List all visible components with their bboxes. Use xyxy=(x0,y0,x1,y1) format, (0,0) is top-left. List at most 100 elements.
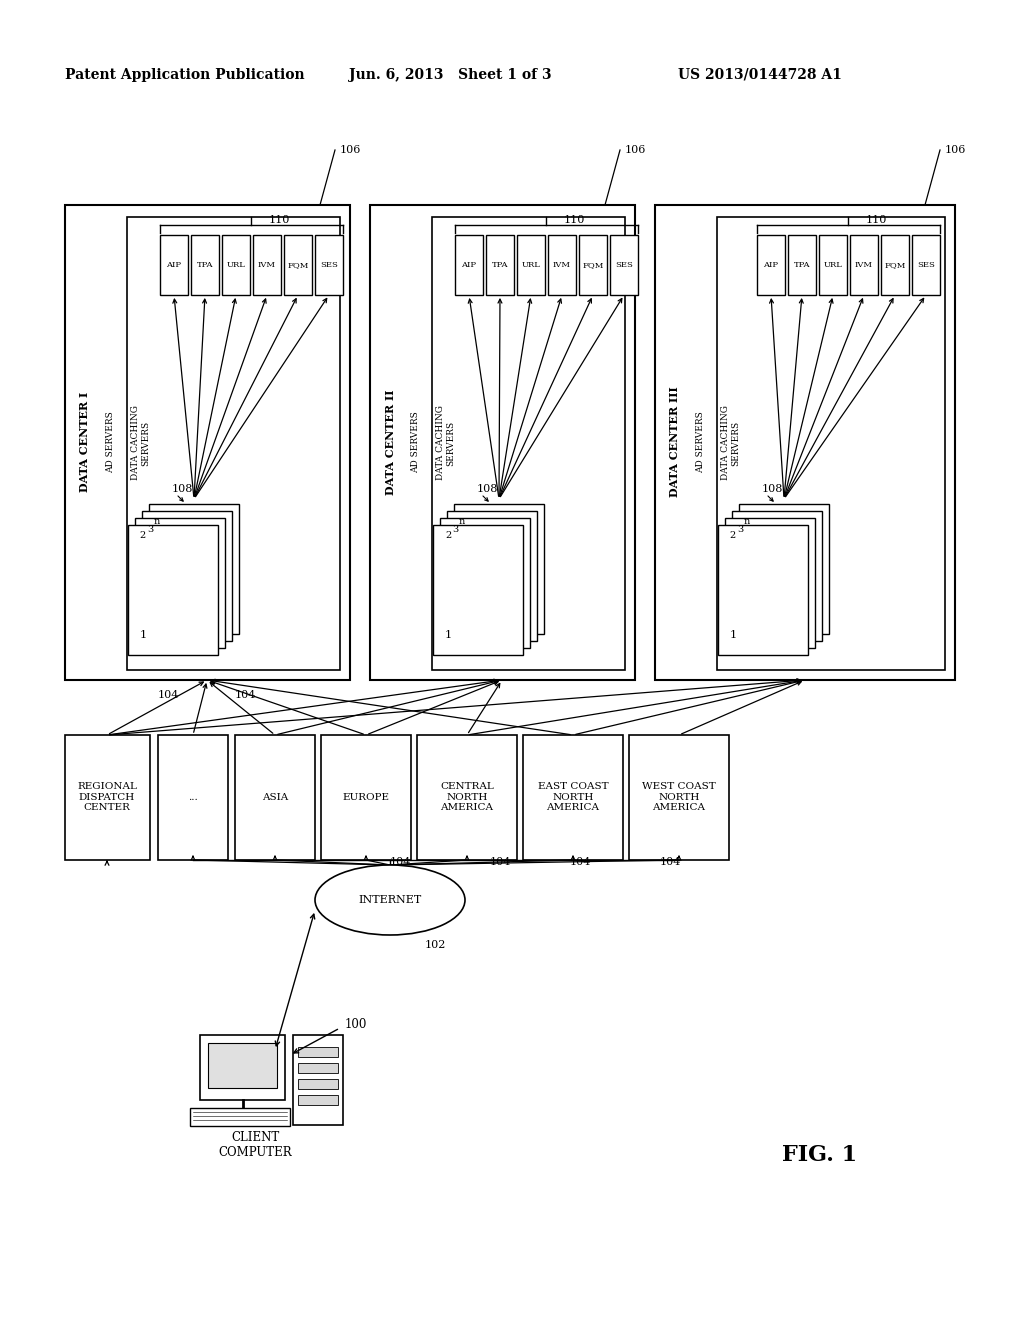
Bar xyxy=(517,235,545,294)
Text: n: n xyxy=(459,517,465,527)
Text: DATA CACHING
SERVERS: DATA CACHING SERVERS xyxy=(436,405,456,480)
Bar xyxy=(142,511,232,642)
Bar xyxy=(912,235,940,294)
Text: TPA: TPA xyxy=(492,261,508,269)
Bar xyxy=(298,1063,338,1073)
Text: URL: URL xyxy=(226,261,246,269)
Text: WEST COAST
NORTH
AMERICA: WEST COAST NORTH AMERICA xyxy=(642,781,716,812)
Text: 100: 100 xyxy=(345,1019,368,1031)
Bar xyxy=(548,235,575,294)
Bar xyxy=(298,1078,338,1089)
Bar xyxy=(191,235,219,294)
Text: AIP: AIP xyxy=(167,261,181,269)
Text: ASIA: ASIA xyxy=(262,792,288,801)
Text: 102: 102 xyxy=(425,940,446,950)
Text: CENTRAL
NORTH
AMERICA: CENTRAL NORTH AMERICA xyxy=(440,781,494,812)
Bar xyxy=(440,517,530,648)
Text: n: n xyxy=(743,517,751,527)
Text: FQM: FQM xyxy=(288,261,308,269)
Text: 110: 110 xyxy=(269,215,291,224)
Bar xyxy=(739,504,829,634)
Bar xyxy=(298,1096,338,1105)
Text: EUROPE: EUROPE xyxy=(342,792,389,801)
Bar xyxy=(315,235,343,294)
Text: AD SERVERS: AD SERVERS xyxy=(696,411,706,473)
Text: INTERNET: INTERNET xyxy=(358,895,422,906)
Text: 2: 2 xyxy=(730,532,736,540)
Bar xyxy=(610,235,638,294)
Bar xyxy=(65,205,350,680)
Text: 108: 108 xyxy=(762,484,783,494)
Bar xyxy=(454,504,544,634)
Ellipse shape xyxy=(315,865,465,935)
Text: 104: 104 xyxy=(390,857,412,867)
Text: n: n xyxy=(154,517,160,527)
Bar xyxy=(200,1035,285,1100)
Text: IVM: IVM xyxy=(553,261,571,269)
Text: DATA CACHING
SERVERS: DATA CACHING SERVERS xyxy=(721,405,740,480)
Bar xyxy=(718,525,808,655)
Text: 104: 104 xyxy=(490,857,511,867)
Text: 106: 106 xyxy=(340,145,361,154)
Bar xyxy=(655,205,955,680)
Bar xyxy=(253,235,281,294)
Bar xyxy=(717,216,945,671)
Bar xyxy=(158,735,228,861)
Text: IVM: IVM xyxy=(258,261,276,269)
Text: 104: 104 xyxy=(660,857,681,867)
Text: Patent Application Publication: Patent Application Publication xyxy=(66,69,305,82)
Text: 1: 1 xyxy=(444,630,452,640)
Bar xyxy=(135,517,225,648)
Bar xyxy=(150,504,239,634)
Text: 108: 108 xyxy=(477,484,499,494)
Bar xyxy=(447,511,537,642)
Text: 110: 110 xyxy=(866,215,888,224)
Bar xyxy=(293,1035,343,1125)
Bar xyxy=(128,525,218,655)
Text: 104: 104 xyxy=(234,690,256,700)
Text: TPA: TPA xyxy=(197,261,213,269)
Bar xyxy=(321,735,411,861)
Text: 104: 104 xyxy=(570,857,592,867)
Bar xyxy=(579,235,607,294)
Text: DATA CENTER II: DATA CENTER II xyxy=(384,389,395,495)
Bar xyxy=(222,235,250,294)
Text: 106: 106 xyxy=(625,145,646,154)
Bar xyxy=(208,1043,278,1088)
Bar xyxy=(65,735,150,861)
Text: 108: 108 xyxy=(172,484,194,494)
Text: DATA CENTER I: DATA CENTER I xyxy=(80,392,90,492)
Text: Jun. 6, 2013   Sheet 1 of 3: Jun. 6, 2013 Sheet 1 of 3 xyxy=(349,69,551,82)
Bar xyxy=(298,1047,338,1057)
Text: 3: 3 xyxy=(737,524,743,533)
Bar xyxy=(819,235,847,294)
Text: AIP: AIP xyxy=(764,261,778,269)
Text: EAST COAST
NORTH
AMERICA: EAST COAST NORTH AMERICA xyxy=(538,781,608,812)
Text: URL: URL xyxy=(823,261,843,269)
Text: AD SERVERS: AD SERVERS xyxy=(106,411,116,473)
Text: DATA CENTER III: DATA CENTER III xyxy=(670,387,681,498)
Bar xyxy=(284,235,312,294)
Text: 3: 3 xyxy=(452,524,458,533)
Text: 110: 110 xyxy=(564,215,586,224)
Bar xyxy=(732,511,822,642)
Text: REGIONAL
DISPATCH
CENTER: REGIONAL DISPATCH CENTER xyxy=(77,781,137,812)
Bar xyxy=(881,235,909,294)
Text: SES: SES xyxy=(918,261,935,269)
Bar xyxy=(757,235,785,294)
Bar xyxy=(432,216,625,671)
Text: URL: URL xyxy=(521,261,541,269)
Bar xyxy=(455,235,483,294)
Text: FQM: FQM xyxy=(885,261,905,269)
Text: US 2013/0144728 A1: US 2013/0144728 A1 xyxy=(678,69,842,82)
Bar xyxy=(234,735,315,861)
Bar xyxy=(486,235,514,294)
Bar xyxy=(417,735,517,861)
Bar xyxy=(788,235,816,294)
Bar xyxy=(523,735,623,861)
Text: 106: 106 xyxy=(945,145,967,154)
Bar xyxy=(127,216,340,671)
Text: 1: 1 xyxy=(139,630,146,640)
Text: 104: 104 xyxy=(158,690,179,700)
Bar xyxy=(850,235,878,294)
